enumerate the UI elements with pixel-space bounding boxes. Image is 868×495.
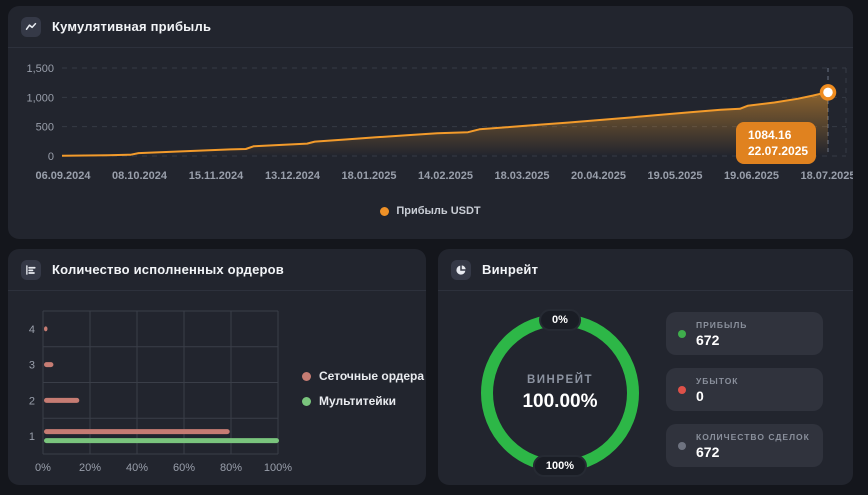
panel-header: Кумулятивная прибыль (8, 6, 853, 48)
legend-label-grid-orders: Сеточные ордера (319, 369, 425, 383)
svg-text:4: 4 (29, 324, 35, 336)
panel-title: Винрейт (482, 262, 539, 277)
legend-item-multitakes[interactable]: Мультитейки (302, 394, 424, 408)
stat-value-profit: 672 (696, 332, 720, 348)
svg-text:0: 0 (48, 151, 54, 163)
legend-dot-profit (380, 206, 390, 216)
stat-label-trades: КОЛИЧЕСТВО СДЕЛОК (696, 432, 810, 442)
cumulative-profit-panel: Кумулятивная прибыль 0 500 1,000 1,500 06.09… (8, 6, 853, 239)
svg-text:60%: 60% (173, 462, 195, 474)
winrate-hundred-badge: 100% (532, 455, 588, 477)
svg-text:15.11.2024: 15.11.2024 (189, 170, 244, 182)
svg-text:18.01.2025: 18.01.2025 (341, 170, 396, 182)
trend-line-icon (21, 16, 41, 37)
winrate-center-label: ВИНРЕЙТ (526, 373, 593, 386)
svg-text:14.02.2025: 14.02.2025 (418, 170, 473, 182)
legend-dot-grid-orders (302, 371, 311, 381)
loss-dot (678, 385, 686, 394)
winrate-panel: Винрейт ВИНРЕЙТ 100.00% 0% 100% ПРИБЫЛЬ … (438, 249, 853, 485)
executed-orders-panel: Количество исполненных ордеров 0% 20% 40% 6… (8, 249, 426, 485)
stat-card-loss: УБЫТОК 0 (666, 368, 823, 411)
bar-list-icon (21, 259, 41, 280)
svg-text:500: 500 (36, 122, 54, 134)
stat-label-loss: УБЫТОК (696, 376, 739, 386)
winrate-stats: ПРИБЫЛЬ 672 УБЫТОК 0 КОЛИЧЕСТВО СДЕЛОК 6… (666, 312, 823, 467)
svg-text:19.05.2025: 19.05.2025 (647, 170, 702, 182)
executed-orders-chart[interactable]: 0% 20% 40% 60% 80% 100% 4 3 2 1 (8, 291, 418, 486)
winrate-zero-badge: 0% (539, 309, 581, 331)
svg-text:22.07.2025: 22.07.2025 (748, 144, 808, 158)
svg-text:2: 2 (29, 395, 35, 407)
svg-text:20%: 20% (79, 462, 101, 474)
svg-text:18.07.2025: 18.07.2025 (800, 170, 853, 182)
svg-text:1: 1 (29, 431, 35, 443)
legend-label-multitakes: Мультитейки (319, 394, 397, 408)
pie-chart-icon (451, 259, 471, 280)
svg-text:80%: 80% (220, 462, 242, 474)
winrate-donut-chart[interactable]: ВИНРЕЙТ 100.00% 0% 100% (480, 309, 640, 477)
stat-value-trades: 672 (696, 444, 720, 460)
profit-dot (678, 329, 686, 338)
svg-text:13.12.2024: 13.12.2024 (265, 170, 321, 182)
stat-value-loss: 0 (696, 388, 704, 404)
stat-label-profit: ПРИБЫЛЬ (696, 320, 748, 330)
panel-title: Количество исполненных ордеров (52, 262, 284, 277)
cumulative-profit-chart[interactable]: 0 500 1,000 1,500 06.09.2024 08.10.2024 15.11.… (8, 48, 853, 198)
svg-text:40%: 40% (126, 462, 148, 474)
cumulative-chart-legend[interactable]: Прибыль USDT (8, 205, 853, 217)
trades-dot (678, 441, 686, 450)
svg-text:1,000: 1,000 (26, 92, 54, 104)
svg-text:06.09.2024: 06.09.2024 (35, 170, 91, 182)
orders-chart-legend: Сеточные ордера Мультитейки (302, 369, 424, 408)
panel-title: Кумулятивная прибыль (52, 19, 212, 34)
svg-text:3: 3 (29, 360, 35, 372)
svg-text:19.06.2025: 19.06.2025 (724, 170, 779, 182)
winrate-center-value: 100.00% (522, 390, 598, 412)
svg-text:1084.16: 1084.16 (748, 128, 792, 142)
legend-label-profit: Прибыль USDT (396, 205, 481, 217)
stat-card-profit: ПРИБЫЛЬ 672 (666, 312, 823, 355)
panel-header: Винрейт (438, 249, 853, 291)
legend-dot-multitakes (302, 396, 311, 406)
stat-card-trades: КОЛИЧЕСТВО СДЕЛОК 672 (666, 424, 823, 467)
winrate-center: ВИНРЕЙТ 100.00% (480, 313, 640, 473)
svg-text:1,500: 1,500 (26, 63, 54, 75)
legend-item-grid-orders[interactable]: Сеточные ордера (302, 369, 424, 383)
svg-text:0%: 0% (35, 462, 51, 474)
svg-text:08.10.2024: 08.10.2024 (112, 170, 168, 182)
panel-header: Количество исполненных ордеров (8, 249, 426, 291)
svg-text:20.04.2025: 20.04.2025 (571, 170, 626, 182)
svg-text:100%: 100% (264, 462, 292, 474)
svg-text:18.03.2025: 18.03.2025 (494, 170, 549, 182)
